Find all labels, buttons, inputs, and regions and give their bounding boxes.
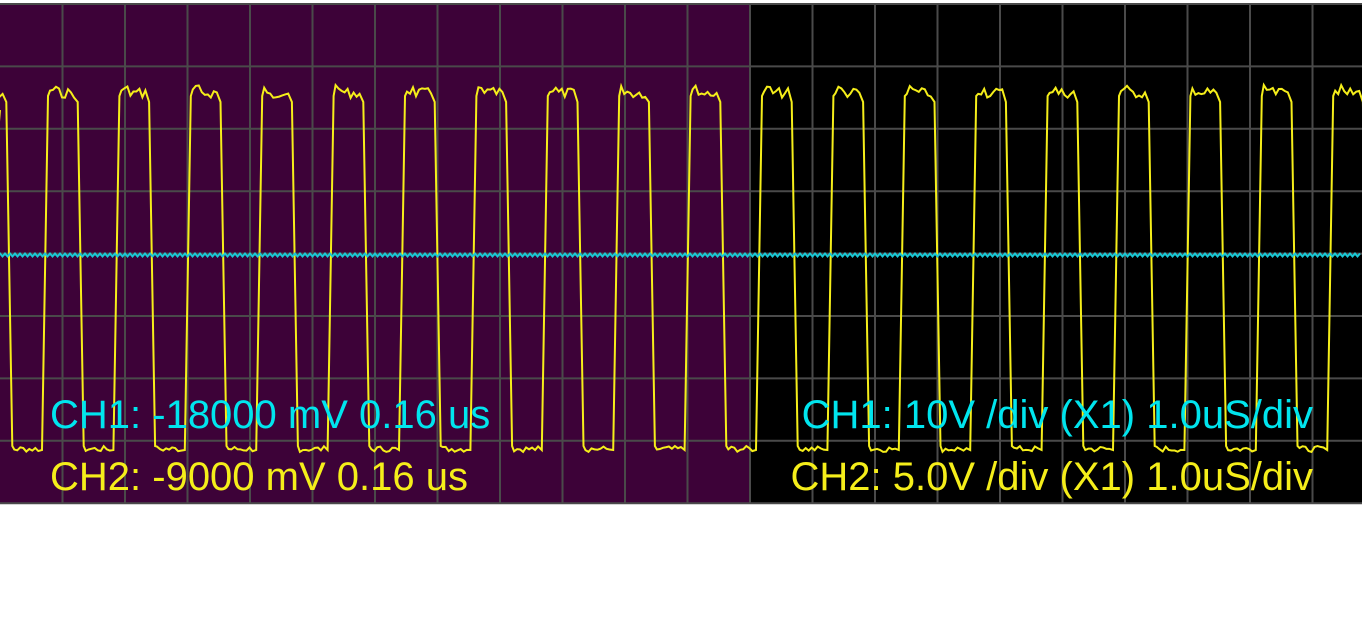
left-ch1-readout: CH1: -18000 mV 0.16 us <box>50 393 490 437</box>
right-ch1-readout: CH1: 10V /div (X1) 1.0uS/div <box>802 393 1313 437</box>
left-ch2-readout: CH2: -9000 mV 0.16 us <box>50 455 468 499</box>
ch1-trace <box>0 82 1362 454</box>
right-ch2-readout: CH2: 5.0V /div (X1) 1.0uS/div <box>791 455 1313 499</box>
traces <box>0 82 1362 454</box>
ch2-trace <box>0 251 1361 259</box>
